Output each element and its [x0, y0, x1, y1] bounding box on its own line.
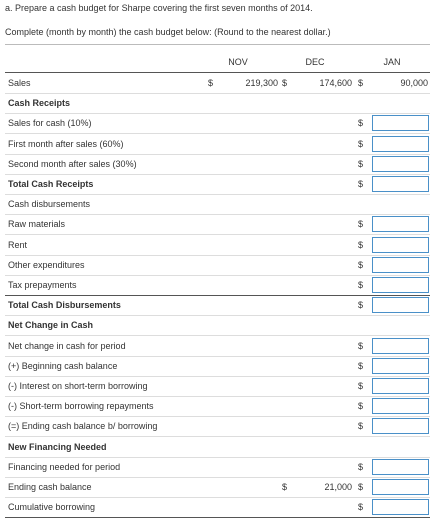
cell-value: 174,600	[319, 78, 352, 88]
column-header: DEC	[305, 57, 325, 67]
table-row: Cash Receipts	[5, 93, 430, 115]
table-row: Net change in cash for period $	[5, 336, 430, 357]
cell-value: 219,300	[245, 78, 278, 88]
table-row: Sales $219,300 $174,600 $90,000	[5, 73, 430, 94]
row-label: Cash disbursements	[8, 199, 91, 210]
currency-sign: $	[358, 239, 364, 250]
table-row: Total Cash Receipts $	[5, 174, 430, 195]
currency-sign: $	[358, 461, 364, 472]
input-field[interactable]	[372, 135, 429, 152]
currency-sign: $	[358, 340, 364, 351]
table-row: Cumulative borrowing $	[5, 497, 430, 519]
row-label: (=) Ending cash balance b/ borrowing	[8, 421, 158, 432]
row-label: Rent	[8, 239, 28, 250]
table-row: Other expenditures $	[5, 255, 430, 276]
input-field[interactable]	[372, 479, 429, 495]
row-label: Net change in cash for period	[8, 340, 126, 351]
row-label: Sales	[8, 78, 31, 88]
row-label: Sales for cash (10%)	[8, 118, 92, 129]
input-field[interactable]	[372, 176, 429, 192]
header-row: NOV DEC JAN	[5, 52, 430, 73]
currency-sign: $	[358, 401, 364, 412]
input-field[interactable]	[372, 357, 429, 374]
row-label: Second month after sales (30%)	[8, 158, 137, 169]
table-row: Sales for cash (10%) $	[5, 113, 430, 135]
column-header: JAN	[383, 57, 401, 67]
table-row: Ending cash balance $21,000 $	[5, 477, 430, 498]
row-label: Total Cash Receipts	[8, 179, 94, 189]
input-field[interactable]	[372, 499, 429, 516]
input-field[interactable]	[372, 277, 429, 293]
currency-sign: $	[358, 381, 364, 391]
currency-sign: $	[282, 78, 288, 88]
input-field[interactable]	[372, 155, 429, 172]
currency-sign: $	[358, 138, 364, 149]
table-row: Cash disbursements	[5, 194, 430, 216]
input-field[interactable]	[372, 216, 429, 233]
table-row: Tax prepayments $	[5, 275, 430, 296]
table-row: Financing needed for period $	[5, 457, 430, 478]
currency-sign: $	[208, 78, 214, 88]
row-label: Cumulative borrowing	[8, 502, 96, 513]
row-label: Financing needed for period	[8, 461, 121, 472]
row-label: (+) Beginning cash balance	[8, 360, 118, 371]
currency-sign: $	[358, 360, 364, 371]
subinstruction: Complete (month by month) the cash budge…	[5, 27, 331, 37]
currency-sign: $	[358, 280, 364, 290]
row-label: Raw materials	[8, 219, 66, 230]
table-row: (=) Ending cash balance b/ borrowing $	[5, 416, 430, 438]
row-label: Ending cash balance	[8, 482, 92, 492]
table-row: Second month after sales (30%) $	[5, 154, 430, 175]
input-field[interactable]	[372, 337, 429, 354]
currency-sign: $	[358, 259, 364, 270]
instruction: a. Prepare a cash budget for Sharpe cove…	[5, 3, 313, 13]
table-row: Raw materials $	[5, 214, 430, 236]
row-label: (-) Short-term borrowing repayments	[8, 401, 154, 412]
row-label: Net Change in Cash	[8, 320, 94, 331]
divider	[5, 44, 430, 45]
row-label: Cash Receipts	[8, 98, 71, 109]
row-label: New Financing Needed	[8, 441, 107, 452]
currency-sign: $	[358, 421, 364, 432]
row-label: Total Cash Disbursements	[8, 300, 121, 311]
currency-sign: $	[358, 158, 364, 169]
table-row: Total Cash Disbursements $	[5, 295, 430, 317]
row-label: Other expenditures	[8, 259, 85, 270]
currency-sign: $	[358, 482, 364, 492]
input-field[interactable]	[372, 398, 429, 415]
table-row: (-) Short-term borrowing repayments $	[5, 396, 430, 418]
table-row: (+) Beginning cash balance $	[5, 356, 430, 377]
input-field[interactable]	[372, 418, 429, 435]
currency-sign: $	[358, 502, 364, 513]
input-field[interactable]	[372, 115, 429, 132]
row-label: Tax prepayments	[8, 280, 77, 290]
cell-value: 90,000	[400, 78, 428, 88]
currency-sign: $	[358, 179, 364, 189]
table-row: New Financing Needed	[5, 437, 430, 458]
table-row: (-) Interest on short-term borrowing $	[5, 376, 430, 397]
currency-sign: $	[358, 219, 364, 230]
input-field[interactable]	[372, 378, 429, 394]
row-label: (-) Interest on short-term borrowing	[8, 381, 148, 391]
table-row: Net Change in Cash	[5, 315, 430, 337]
currency-sign: $	[358, 300, 364, 311]
currency-sign: $	[282, 482, 288, 492]
currency-sign: $	[358, 118, 364, 129]
column-header: NOV	[228, 57, 248, 67]
currency-sign: $	[358, 78, 364, 88]
input-field[interactable]	[372, 236, 429, 253]
cell-value: 21,000	[324, 482, 352, 492]
row-label: First month after sales (60%)	[8, 138, 124, 149]
input-field[interactable]	[372, 458, 429, 475]
table-row: Rent $	[5, 235, 430, 256]
input-field[interactable]	[372, 256, 429, 273]
input-field[interactable]	[372, 297, 429, 314]
table-row: First month after sales (60%) $	[5, 134, 430, 155]
